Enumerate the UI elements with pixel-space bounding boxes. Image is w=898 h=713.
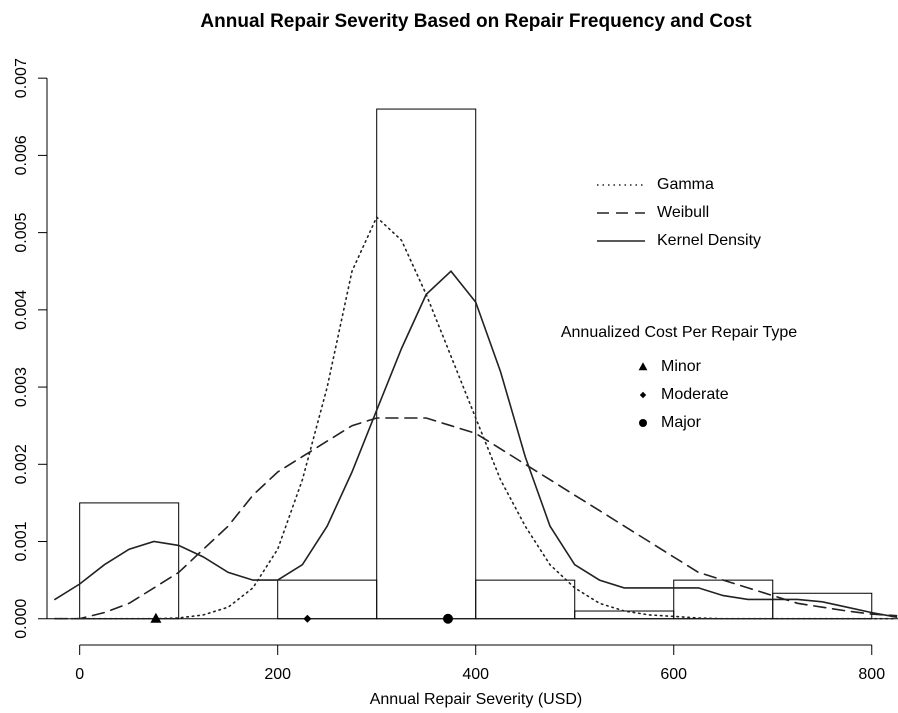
point-marker	[639, 419, 647, 427]
plot-area	[47, 108, 898, 620]
histogram-bar	[475, 579, 576, 620]
point-marker	[442, 613, 453, 624]
point-marker	[303, 614, 312, 623]
x-axis-label: Annual Repair Severity (USD)	[370, 691, 583, 708]
point-marker	[150, 612, 162, 623]
density-curve	[54, 215, 898, 620]
y-tick-label: 0.002	[13, 444, 30, 484]
y-tick-label: 0.004	[13, 290, 30, 330]
legend-label: Weibull	[657, 204, 709, 221]
y-tick-label: 0.001	[13, 521, 30, 561]
x-tick-label: 400	[462, 666, 489, 683]
legend-label: Major	[661, 414, 702, 431]
histogram-bar	[376, 108, 477, 620]
density-curve	[54, 417, 898, 620]
histogram-bar	[79, 502, 180, 620]
y-tick-label: 0.005	[13, 213, 30, 253]
x-tick-label: 0	[75, 666, 84, 683]
histogram-bar	[277, 579, 378, 620]
point-marker	[638, 362, 648, 371]
chart-title: Annual Repair Severity Based on Repair F…	[200, 11, 752, 32]
density-curve	[54, 270, 898, 618]
legend-title: Annualized Cost Per Repair Type	[561, 324, 797, 341]
histogram-bar	[772, 592, 873, 620]
x-tick-label: 200	[264, 666, 291, 683]
y-tick-label: 0.007	[13, 58, 30, 98]
legend-label: Moderate	[661, 386, 729, 403]
y-tick-label: 0.006	[13, 135, 30, 175]
point-marker	[639, 391, 647, 399]
x-tick-label: 800	[858, 666, 885, 683]
histogram-bar	[574, 610, 675, 620]
y-tick-label: 0.000	[13, 599, 30, 639]
legend-label: Gamma	[657, 176, 714, 193]
legend-label: Minor	[661, 358, 702, 375]
x-tick-label: 600	[660, 666, 687, 683]
y-tick-label: 0.003	[13, 367, 30, 407]
legend-label: Kernel Density	[657, 232, 761, 249]
